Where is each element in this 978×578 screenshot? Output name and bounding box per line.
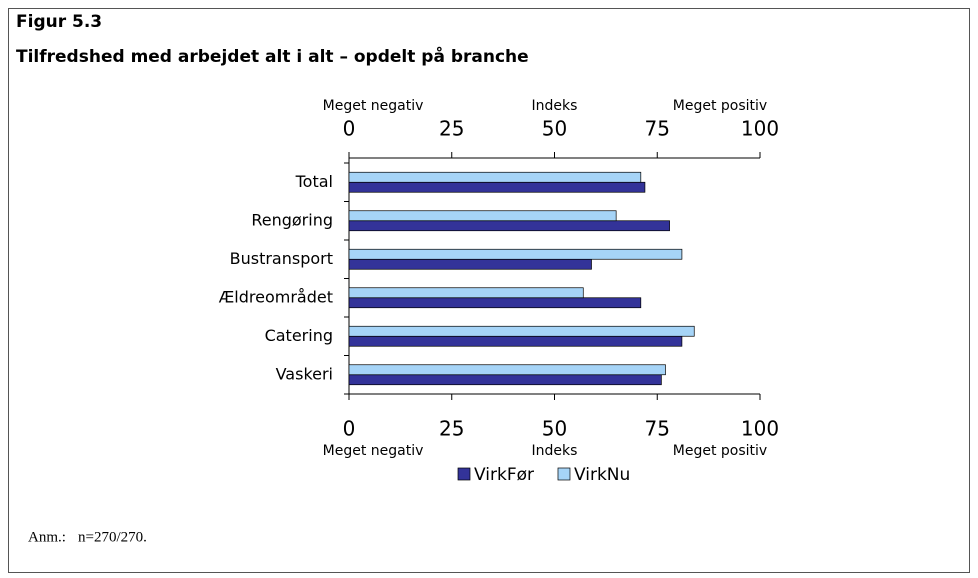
y-tick-label: Rengøring (251, 210, 333, 229)
bar (348, 171, 642, 183)
bar (348, 297, 642, 309)
bar (348, 248, 683, 260)
y-tick-label: Vaskeri (276, 364, 333, 383)
axis-label: Meget negativ (323, 98, 424, 114)
chart-title: Figur 5.3 (16, 12, 102, 32)
note-label: Anm.: (28, 529, 66, 545)
y-tick-label: Total (295, 172, 333, 191)
note: n=270/270. (78, 529, 147, 545)
axis-label: Indeks (532, 443, 578, 459)
x-tick-label: 25 (439, 117, 464, 141)
x-tick-label: 25 (439, 417, 464, 441)
legend-swatch (457, 467, 471, 481)
y-tick-label: Bustransport (230, 249, 333, 268)
axis-label: Meget positiv (673, 98, 767, 114)
x-tick-label: 0 (343, 117, 356, 141)
legend-label: VirkNu (574, 465, 630, 485)
x-tick-label: 75 (645, 417, 670, 441)
bar (348, 210, 617, 222)
x-tick-label: 100 (741, 117, 779, 141)
bar (348, 374, 662, 386)
bar (348, 181, 646, 193)
x-tick-label: 75 (645, 117, 670, 141)
x-tick-label: 0 (343, 417, 356, 441)
bar (348, 364, 666, 376)
axis-label: Meget positiv (673, 443, 767, 459)
x-tick-label: 50 (542, 417, 567, 441)
y-tick-label: Catering (265, 326, 333, 345)
legend-swatch (557, 467, 571, 481)
bar (348, 335, 683, 347)
x-tick-label: 50 (542, 117, 567, 141)
bar (348, 287, 584, 299)
x-tick-label: 100 (741, 417, 779, 441)
chart-subtitle: Tilfredshed med arbejdet alt i alt – opd… (16, 45, 529, 67)
legend-label: VirkFør (474, 465, 534, 485)
axis-label: Meget negativ (323, 443, 424, 459)
bar (348, 220, 670, 232)
bar (348, 258, 592, 270)
y-tick-label: Ældreområdet (219, 287, 333, 306)
frame (8, 8, 970, 573)
bar (348, 325, 695, 337)
axis-label: Indeks (532, 98, 578, 114)
